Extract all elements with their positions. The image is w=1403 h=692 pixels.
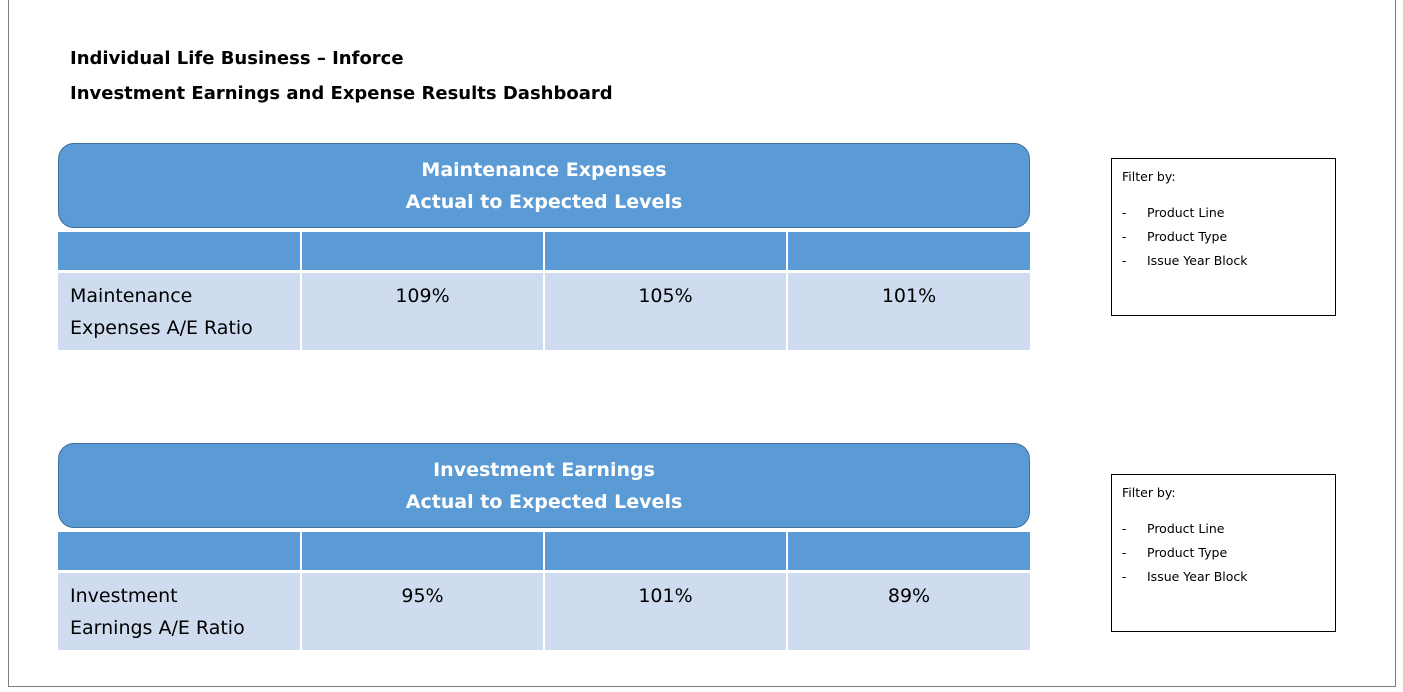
panel-title: Actual to Expected Levels xyxy=(405,191,683,213)
value: 89% xyxy=(887,585,931,607)
row-label-cell: Maintenance Expenses A/E Ratio xyxy=(58,273,300,350)
value: 109% xyxy=(395,285,450,307)
filter-item: Issue Year Block xyxy=(1147,253,1248,268)
value: 95% xyxy=(401,585,444,607)
value-cell: 109% xyxy=(302,273,543,350)
bullet: - xyxy=(1122,569,1127,584)
filter-item: Product Line xyxy=(1147,521,1225,536)
row-label: Maintenance xyxy=(70,285,193,307)
row-label: Earnings A/E Ratio xyxy=(70,617,245,639)
panel-header: Maintenance Expenses Actual to Expected L… xyxy=(58,143,1030,228)
value: 101% xyxy=(881,285,937,307)
row-label-cell: Investment Earnings A/E Ratio xyxy=(58,573,300,650)
filter-title: Filter by: xyxy=(1122,485,1176,500)
value-cell: 89% xyxy=(788,573,1030,650)
filter-item: Product Type xyxy=(1147,229,1228,244)
row-label: Investment xyxy=(70,585,178,607)
header-cell xyxy=(58,532,300,570)
value: 105% xyxy=(638,285,693,307)
panel-header: Investment Earnings Actual to Expected Le… xyxy=(58,443,1030,528)
filter-box: Filter by: - Product Line - Product Type - Iss… xyxy=(1111,158,1336,316)
header-cell xyxy=(302,532,543,570)
title-line: Investment Earnings and Expense Results … xyxy=(70,83,613,104)
bullet: - xyxy=(1122,253,1127,268)
panel-title: Investment Earnings xyxy=(433,459,655,481)
frame xyxy=(8,0,1396,687)
filter-item: Product Type xyxy=(1147,545,1228,560)
header-cell xyxy=(545,232,786,270)
title-line: Individual Life Business – Inforce xyxy=(70,48,404,69)
row-label: Expenses A/E Ratio xyxy=(70,317,253,339)
header-cell xyxy=(58,232,300,270)
filter-title: Filter by: xyxy=(1122,169,1176,184)
bullet: - xyxy=(1122,545,1127,560)
bullet: - xyxy=(1122,229,1127,244)
header-cell xyxy=(788,532,1030,570)
bullet: - xyxy=(1122,205,1127,220)
filter-item: Issue Year Block xyxy=(1147,569,1248,584)
value-cell: 101% xyxy=(545,573,786,650)
header-cell xyxy=(302,232,543,270)
value: 101% xyxy=(638,585,693,607)
header-cell xyxy=(788,232,1030,270)
value-cell: 95% xyxy=(302,573,543,650)
panel-title: Maintenance Expenses xyxy=(421,159,667,181)
filter-item: Product Line xyxy=(1147,205,1225,220)
filter-box: Filter by: - Product Line - Product Type - Iss… xyxy=(1111,474,1336,632)
value-cell: 101% xyxy=(788,273,1030,350)
panel-title: Actual to Expected Levels xyxy=(405,491,683,513)
header-cell xyxy=(545,532,786,570)
bullet: - xyxy=(1122,521,1127,536)
value-cell: 105% xyxy=(545,273,786,350)
